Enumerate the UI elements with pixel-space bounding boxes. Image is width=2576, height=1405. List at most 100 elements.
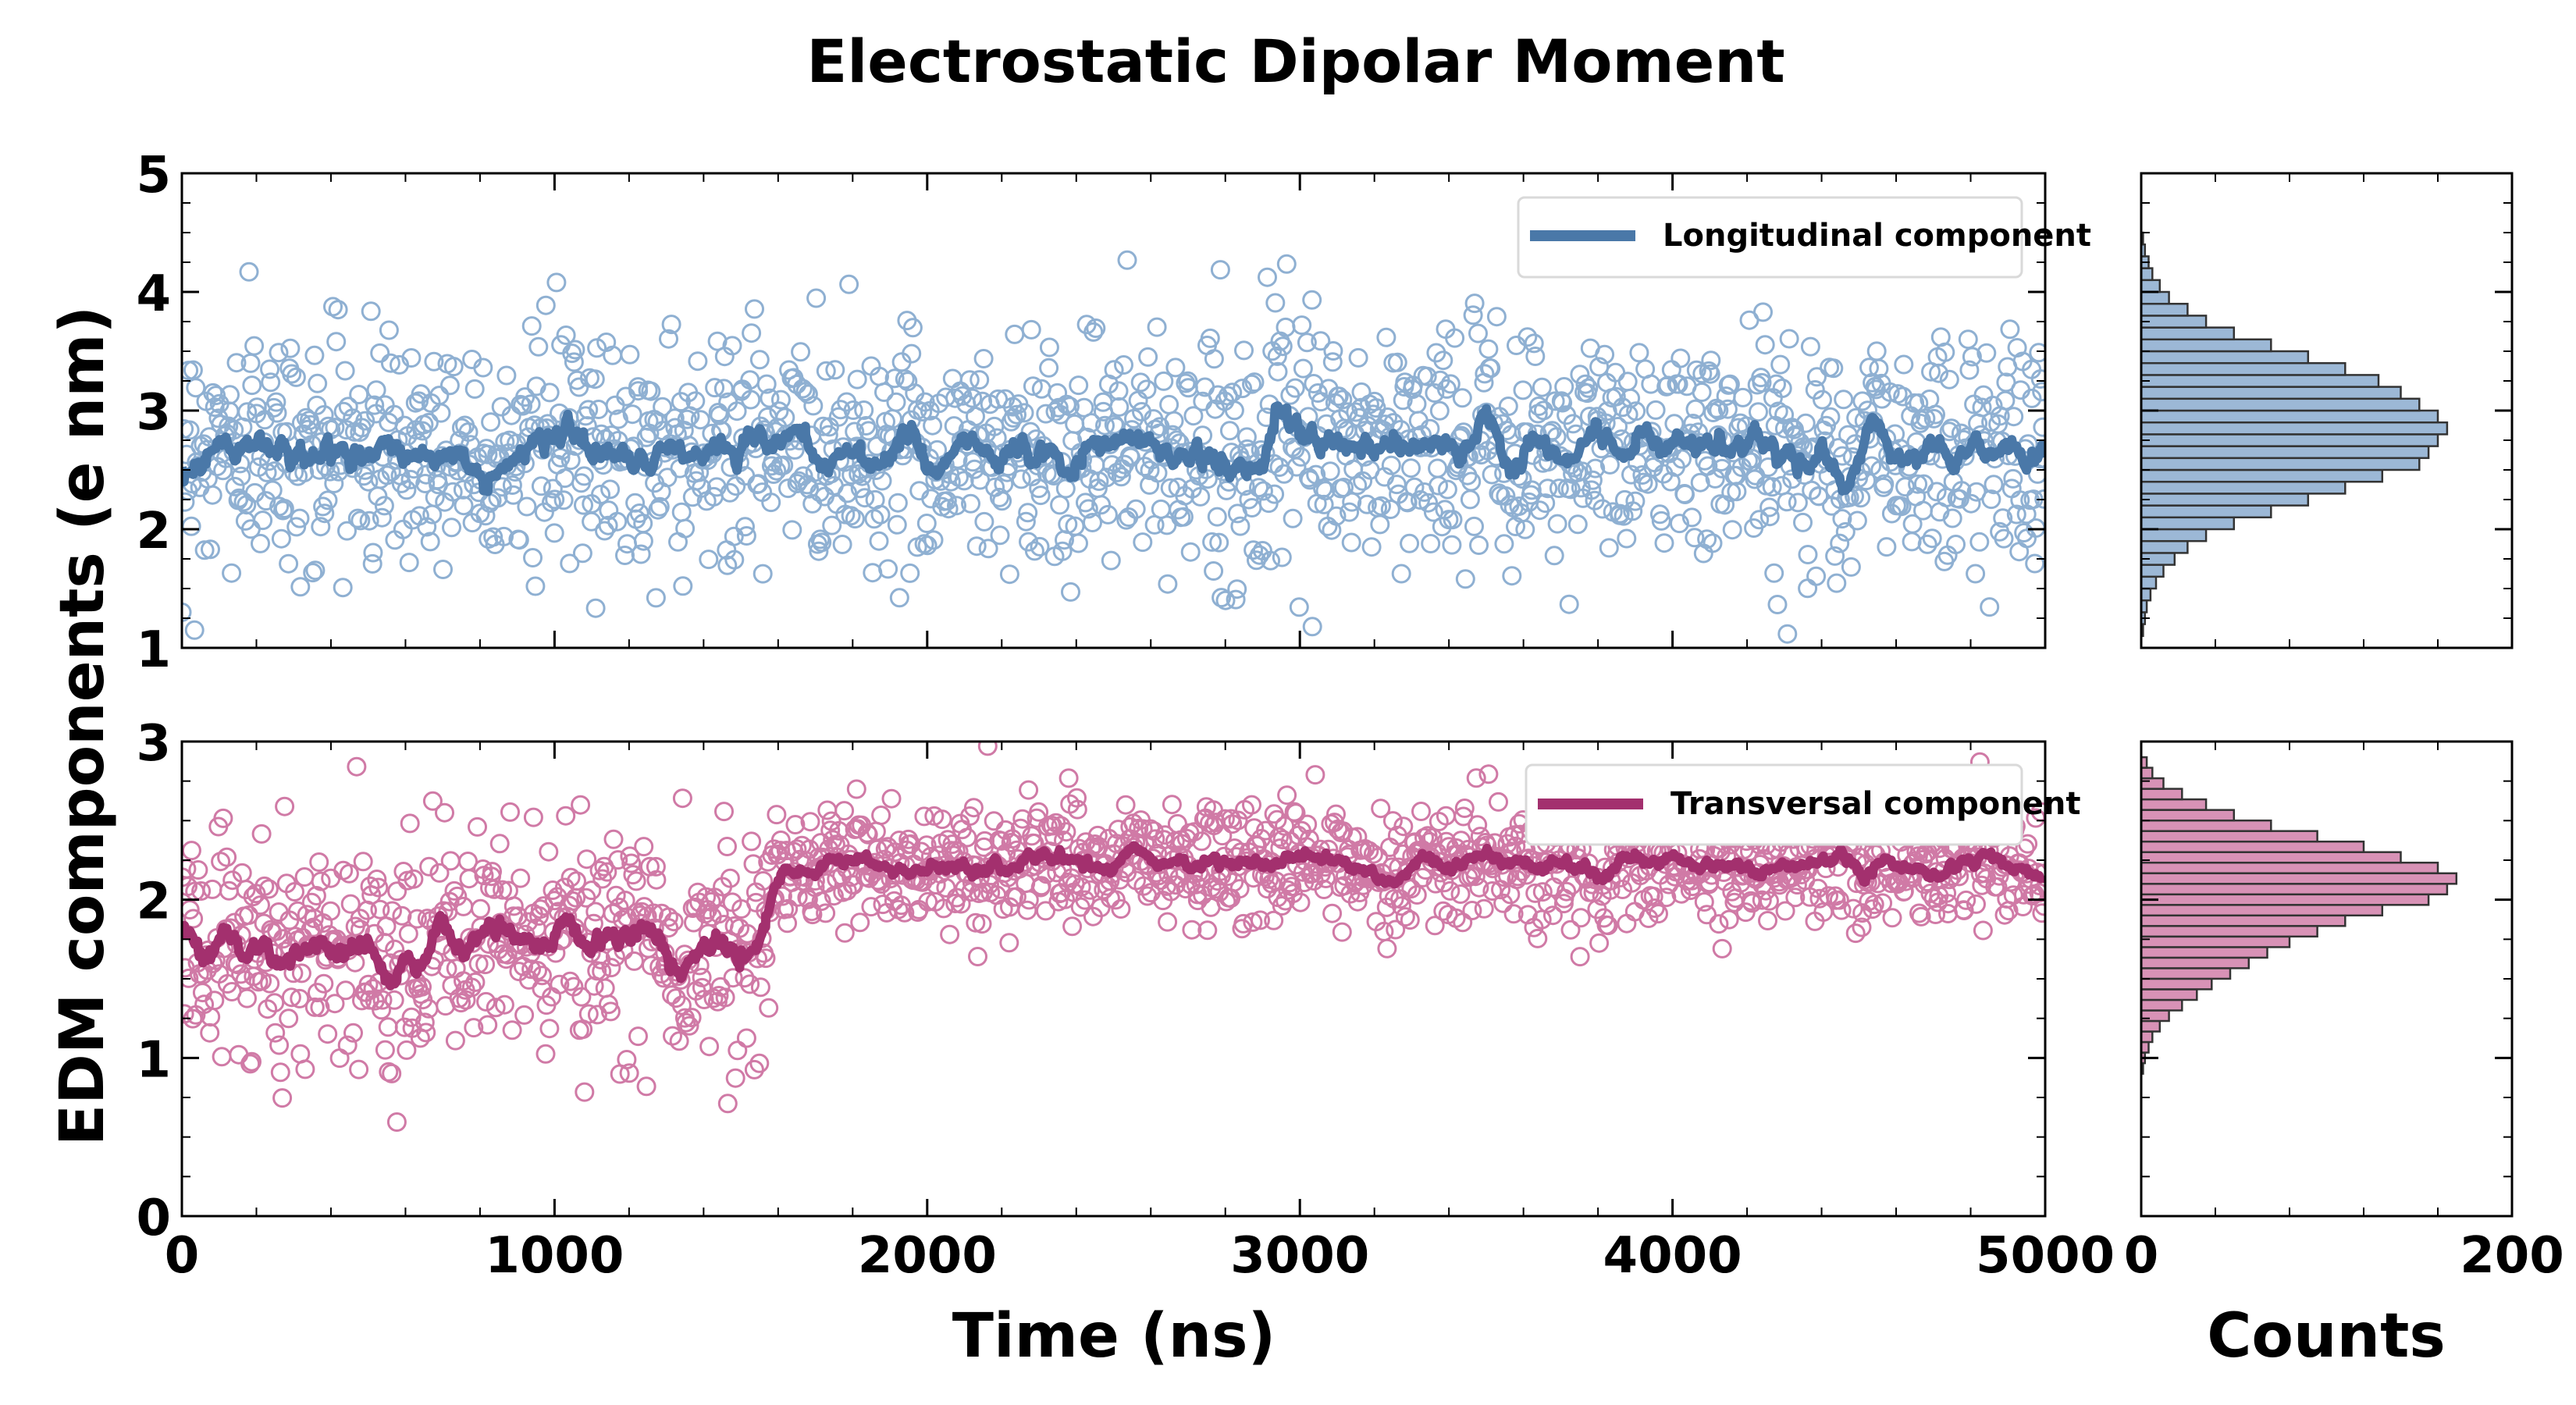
transversal-scatter-point — [1395, 907, 1415, 927]
longitudinal-scatter-point — [1378, 407, 1398, 427]
longitudinal-scatter-point — [370, 343, 390, 363]
transversal-scatter-point — [589, 860, 610, 880]
transversal-scatter-point — [882, 882, 902, 902]
longitudinal-ytick-label: 5 — [136, 147, 171, 205]
longitudinal-scatter-point — [1649, 504, 1670, 525]
transversal-scatter-point — [560, 971, 580, 991]
transversal-scatter-point — [743, 854, 763, 874]
longitudinal-scatter-point — [1538, 478, 1558, 499]
transversal-scatter-point — [468, 954, 489, 974]
transversal-scatter-point — [1282, 877, 1302, 897]
longitudinal-scatter-point — [1014, 403, 1034, 423]
longitudinal-scatter-point — [220, 385, 240, 405]
longitudinal-scatter-point — [1820, 407, 1841, 427]
longitudinal-scatter-point — [1475, 364, 1495, 384]
longitudinal-scatter-point — [401, 348, 422, 368]
longitudinal-scatter-point — [443, 482, 463, 502]
transversal-scatter-point — [1478, 764, 1499, 784]
transversal-scatter-point — [2014, 884, 2033, 905]
transversal-scatter-point — [1044, 827, 1064, 846]
longitudinal-histogram-bar — [2140, 504, 2272, 519]
longitudinal-scatter-point — [318, 490, 338, 510]
longitudinal-ytick-label: 3 — [136, 384, 171, 442]
longitudinal-scatter-point — [355, 411, 375, 431]
longitudinal-scatter-point — [870, 504, 891, 525]
longitudinal-scatter-point — [1244, 540, 1264, 560]
longitudinal-scatter-point — [574, 495, 593, 515]
transversal-scatter-point — [1831, 900, 1852, 920]
longitudinal-scatter-point — [1433, 350, 1453, 371]
transversal-scatter-point — [1532, 882, 1553, 902]
longitudinal-scatter-point — [1859, 357, 1879, 378]
transversal-scatter-point — [1277, 785, 1297, 806]
transversal-scatter-point — [1560, 919, 1581, 940]
longitudinal-scatter-point — [1592, 499, 1613, 519]
transversal-scatter-point — [358, 974, 379, 994]
longitudinal-scatter-point — [1147, 317, 1167, 337]
transversal-scatter-point — [502, 1020, 522, 1040]
transversal-scatter-point — [717, 1094, 738, 1114]
transversal-scatter-point — [258, 999, 278, 1019]
longitudinal-scatter-point — [242, 375, 262, 396]
longitudinal-scatter-point — [496, 365, 517, 386]
transversal-scatter-point — [309, 852, 329, 872]
transversal-scatter-point — [265, 1023, 286, 1043]
transversal-scatter-point — [1006, 887, 1026, 907]
longitudinal-scatter-point — [1494, 534, 1514, 554]
transversal-scatter-point — [1598, 916, 1618, 936]
transversal-scatter-point — [1973, 920, 1993, 941]
transversal-scatter-point — [1775, 901, 1795, 921]
transversal-scatter-point — [710, 976, 731, 997]
transversal-scatter-point — [486, 998, 506, 1018]
longitudinal-histogram-bar — [2140, 386, 2402, 400]
longitudinal-scatter-point — [1851, 488, 1871, 508]
longitudinal-scatter-point — [335, 361, 355, 381]
transversal-scatter-point — [269, 1035, 290, 1055]
longitudinal-scatter-point — [948, 467, 969, 487]
longitudinal-scatter-point — [1795, 413, 1816, 433]
transversal-scatter-point — [1391, 896, 1411, 916]
longitudinal-scatter-point — [1455, 569, 1475, 589]
longitudinal-scatter-point — [1623, 501, 1643, 521]
longitudinal-scatter-point — [591, 485, 610, 504]
transversal-scatter-point — [242, 1051, 262, 1072]
longitudinal-scatter-point — [1442, 535, 1462, 555]
transversal-scatter-point — [429, 863, 450, 883]
longitudinal-scatter-point — [1445, 328, 1465, 348]
transversal-scatter-point — [1469, 877, 1489, 898]
longitudinal-scatter-point — [585, 598, 606, 618]
longitudinal-scatter-point — [1376, 327, 1397, 347]
transversal-scatter-point — [1278, 880, 1298, 900]
longitudinal-histogram-bar — [2140, 480, 2347, 495]
longitudinal-scatter-point — [616, 386, 636, 407]
longitudinal-scatter-point — [1464, 293, 1485, 314]
longitudinal-scatter-point — [1244, 372, 1265, 393]
transversal-scatter-point — [265, 993, 285, 1013]
longitudinal-scatter-point — [1452, 388, 1472, 408]
longitudinal-scatter-point — [854, 400, 874, 420]
transversal-scatter-point — [634, 837, 654, 857]
transversal-scatter-point — [636, 1076, 656, 1097]
transversal-scatter-point — [646, 856, 666, 877]
longitudinal-scatter-point — [1939, 369, 1959, 389]
longitudinal-scatter-point — [182, 492, 195, 512]
longitudinal-scatter-point — [1486, 307, 1507, 327]
longitudinal-scatter-point — [843, 400, 863, 420]
longitudinal-data-layer — [182, 235, 2045, 644]
longitudinal-scatter-point — [202, 485, 222, 505]
longitudinal-scatter-point — [1302, 617, 1322, 637]
longitudinal-scatter-point — [1670, 514, 1689, 534]
longitudinal-scatter-point — [1935, 342, 1955, 362]
xtick-label: 2000 — [858, 1227, 997, 1285]
transversal-scatter-point — [662, 985, 681, 1005]
longitudinal-scatter-point — [1830, 533, 1850, 553]
longitudinal-scatter-point — [544, 523, 564, 543]
longitudinal-scatter-point — [1215, 590, 1236, 610]
longitudinal-scatter-point — [1554, 377, 1574, 397]
longitudinal-scatter-point — [1292, 315, 1312, 336]
legend-transversal-frame — [1525, 763, 2023, 846]
longitudinal-scatter-point — [1959, 360, 1980, 380]
longitudinal-scatter-point — [631, 544, 651, 564]
xtick-label: 0 — [165, 1227, 200, 1285]
transversal-scatter-point — [1067, 799, 1087, 820]
